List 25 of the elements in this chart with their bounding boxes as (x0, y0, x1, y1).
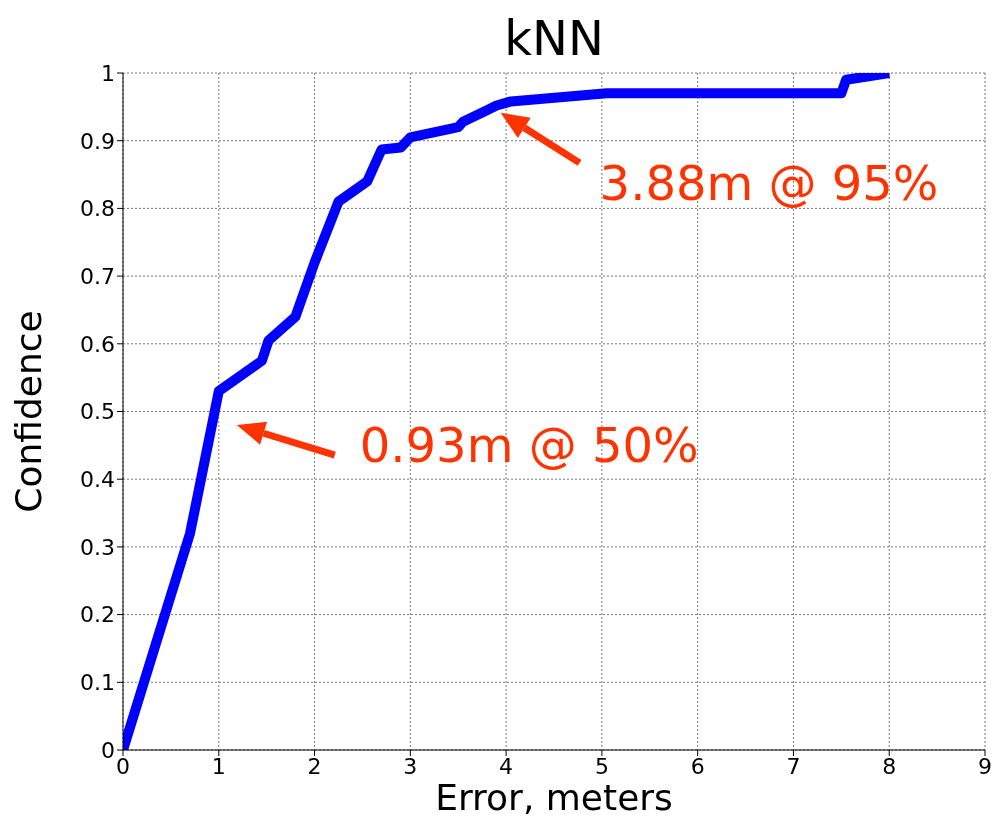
y-tick-label: 0.4 (80, 467, 115, 493)
y-tick-label: 0.9 (80, 128, 115, 154)
x-tick-label: 7 (786, 753, 801, 779)
y-tick-label: 0.8 (80, 196, 115, 222)
y-tick-label: 0.6 (80, 331, 115, 357)
chart-title: kNN (503, 9, 605, 68)
x-tick-label: 4 (499, 753, 514, 779)
y-tick-label: 0 (101, 737, 115, 763)
annotation: 3.88m @ 95% (599, 154, 939, 211)
x-tick-label: 1 (211, 753, 226, 779)
x-tick-label: 2 (307, 753, 322, 779)
x-tick-label: 5 (594, 753, 609, 779)
y-axis-title: Confidence (7, 310, 49, 513)
y-tick-label: 0.5 (80, 399, 115, 425)
annotation: 0.93m @ 50% (359, 417, 699, 474)
y-tick-label: 0.2 (80, 602, 115, 628)
x-tick-label: 8 (882, 753, 897, 779)
y-tick-label: 0.7 (80, 263, 115, 289)
y-tick-label: 0.1 (80, 670, 115, 696)
x-axis-title: Error, meters (435, 777, 673, 818)
x-tick-label: 9 (978, 753, 992, 779)
y-tick-label: 0.3 (80, 534, 115, 560)
y-tick-label: 1 (101, 60, 115, 86)
x-tick-label: 3 (403, 753, 418, 779)
x-tick-label: 6 (690, 753, 705, 779)
